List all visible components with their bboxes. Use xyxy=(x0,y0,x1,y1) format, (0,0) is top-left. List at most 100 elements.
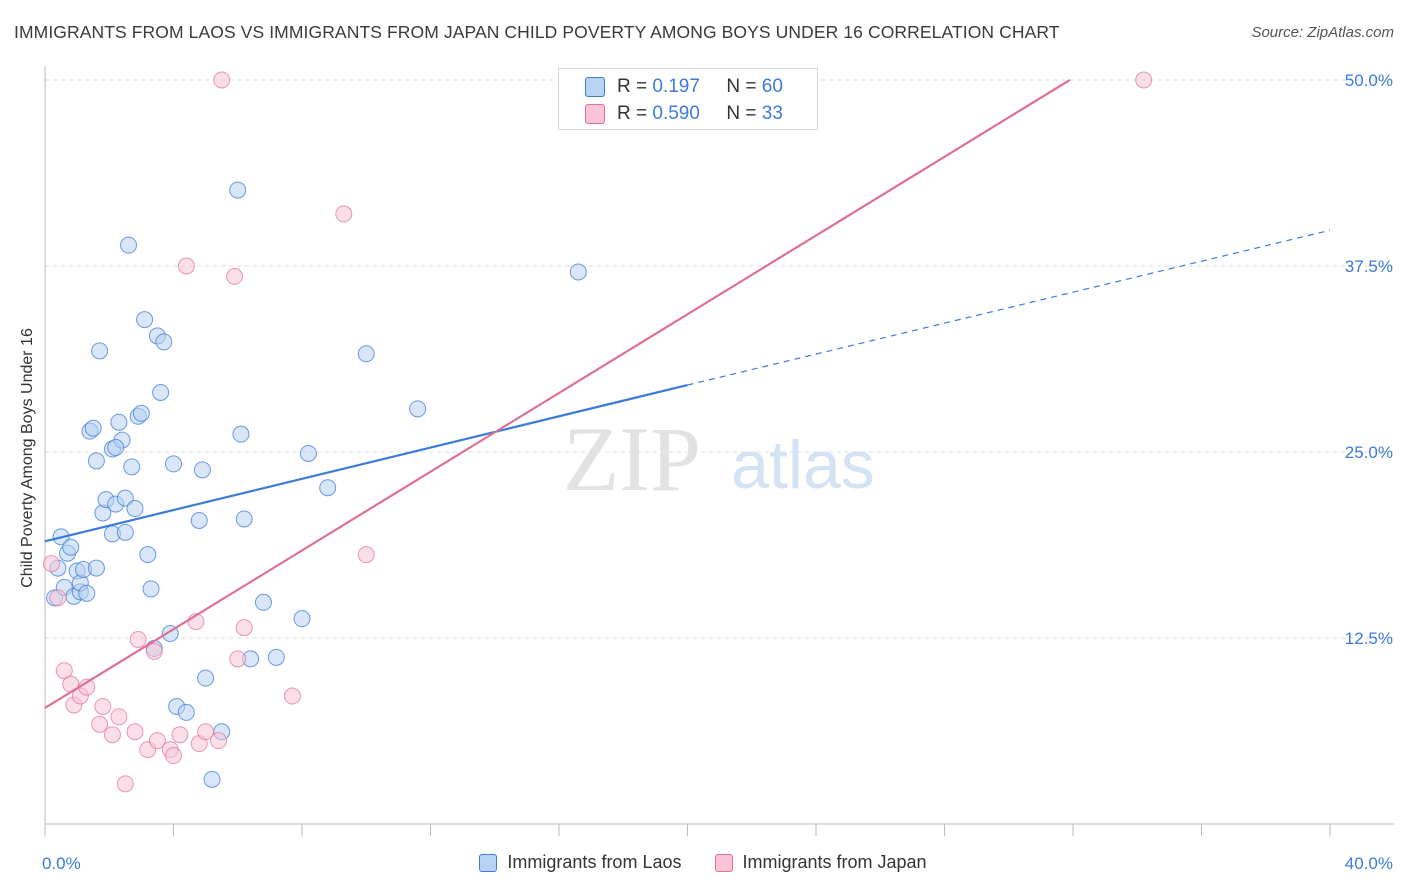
japan-r-label: R = xyxy=(617,103,648,124)
laos-point xyxy=(84,419,102,437)
laos-point xyxy=(569,263,587,281)
laos-point xyxy=(126,500,144,518)
japan-point xyxy=(357,546,375,564)
laos-point xyxy=(110,413,128,431)
laos-point xyxy=(197,669,215,687)
laos-n-label: N = xyxy=(726,76,757,97)
japan-r-value: 0.590 xyxy=(652,103,700,124)
laos-point xyxy=(132,404,150,422)
y-tick-label: 37.5% xyxy=(1345,257,1393,276)
japan-point xyxy=(91,715,109,733)
japan-point xyxy=(116,775,134,793)
japan-point xyxy=(94,697,112,715)
japan-point xyxy=(209,732,227,750)
japan-n-value: 33 xyxy=(761,103,783,124)
japan-point xyxy=(235,619,253,637)
laos-n-value: 60 xyxy=(761,76,783,97)
laos-point xyxy=(319,479,337,497)
laos-point xyxy=(91,342,109,360)
laos-point xyxy=(120,236,138,254)
japan-point xyxy=(148,732,166,750)
japan-legend-label: Immigrants from Japan xyxy=(742,852,927,872)
japan-point xyxy=(197,723,215,741)
tick-labels: 12.5% 25.0% 37.5% 50.0% 0.0% 40.0% xyxy=(42,71,1393,873)
legend-row-laos: R = 0.197 N = 60 xyxy=(585,75,783,99)
laos-legend-label: Immigrants from Laos xyxy=(507,852,682,872)
japan-point xyxy=(171,726,189,744)
y-tick-label: 50.0% xyxy=(1345,71,1393,90)
laos-point xyxy=(78,584,96,602)
laos-point xyxy=(299,444,317,462)
japan-point xyxy=(126,723,144,741)
laos-point xyxy=(267,648,285,666)
source-credit: Source: ZipAtlas.com xyxy=(1251,24,1394,41)
japan-point xyxy=(283,687,301,705)
laos-point xyxy=(409,400,427,418)
japan-point xyxy=(110,708,128,726)
laos-legend-swatch xyxy=(479,853,498,872)
japan-point xyxy=(335,205,353,223)
laos-point xyxy=(123,458,141,476)
laos-point xyxy=(136,311,154,329)
laos-r-label: R = xyxy=(617,76,648,97)
laos-point xyxy=(107,439,125,457)
japan-legend-swatch xyxy=(714,853,733,872)
correlation-legend: R = 0.197 N = 60 R = 0.590 N = 33 xyxy=(558,68,818,130)
y-axis-label: Child Poverty Among Boys Under 16 xyxy=(19,328,36,588)
laos-trend-extension xyxy=(687,229,1331,386)
watermark-atlas: atlas xyxy=(731,427,875,503)
japan-point xyxy=(213,71,231,89)
japan-point xyxy=(103,726,121,744)
gridlines xyxy=(45,79,1394,639)
japan-point xyxy=(1135,71,1153,89)
japan-point xyxy=(165,747,182,765)
japan-point xyxy=(129,630,147,648)
series-japan-points xyxy=(42,71,1153,793)
laos-point xyxy=(235,510,253,528)
legend-item-japan[interactable]: Immigrants from Japan xyxy=(714,852,927,873)
legend-item-laos[interactable]: Immigrants from Laos xyxy=(479,852,681,873)
chart-title: IMMIGRANTS FROM LAOS VS IMMIGRANTS FROM … xyxy=(14,22,1060,42)
laos-point xyxy=(190,511,208,529)
laos-r-value: 0.197 xyxy=(652,76,700,97)
laos-point xyxy=(142,580,160,598)
laos-point xyxy=(87,452,105,470)
laos-point xyxy=(193,461,211,479)
laos-point xyxy=(139,546,157,564)
laos-point xyxy=(152,383,170,401)
laos-point xyxy=(116,523,134,541)
japan-point xyxy=(49,589,67,607)
series-legend: Immigrants from Laos Immigrants from Jap… xyxy=(0,852,1406,877)
japan-point xyxy=(226,267,244,285)
axes xyxy=(44,66,1394,836)
japan-n-label: N = xyxy=(726,103,757,124)
laos-point xyxy=(177,703,195,721)
watermark: ZIP atlas xyxy=(563,408,875,510)
laos-point xyxy=(116,489,134,507)
laos-point xyxy=(155,333,173,351)
japan-trend-line xyxy=(44,79,1071,709)
japan-swatch xyxy=(585,104,605,124)
x-tick-label: 0.0% xyxy=(42,854,81,873)
laos-point xyxy=(165,455,182,473)
japan-point xyxy=(229,650,247,668)
japan-point xyxy=(177,257,195,275)
series-laos-points xyxy=(46,181,587,788)
laos-point xyxy=(203,770,221,788)
watermark-zip: ZIP xyxy=(563,408,701,510)
x-tick-label: 40.0% xyxy=(1345,854,1393,873)
laos-point xyxy=(229,181,247,199)
laos-trend-line xyxy=(44,383,688,543)
laos-point xyxy=(232,425,250,443)
legend-row-japan: R = 0.590 N = 33 xyxy=(585,102,783,126)
laos-point xyxy=(293,610,311,628)
y-tick-label: 25.0% xyxy=(1345,443,1393,462)
trend-lines xyxy=(44,79,1331,709)
japan-point xyxy=(145,642,163,660)
laos-swatch xyxy=(585,77,605,97)
japan-point xyxy=(42,555,60,573)
laos-point xyxy=(357,345,375,363)
laos-point xyxy=(254,593,272,611)
laos-point xyxy=(87,559,105,577)
